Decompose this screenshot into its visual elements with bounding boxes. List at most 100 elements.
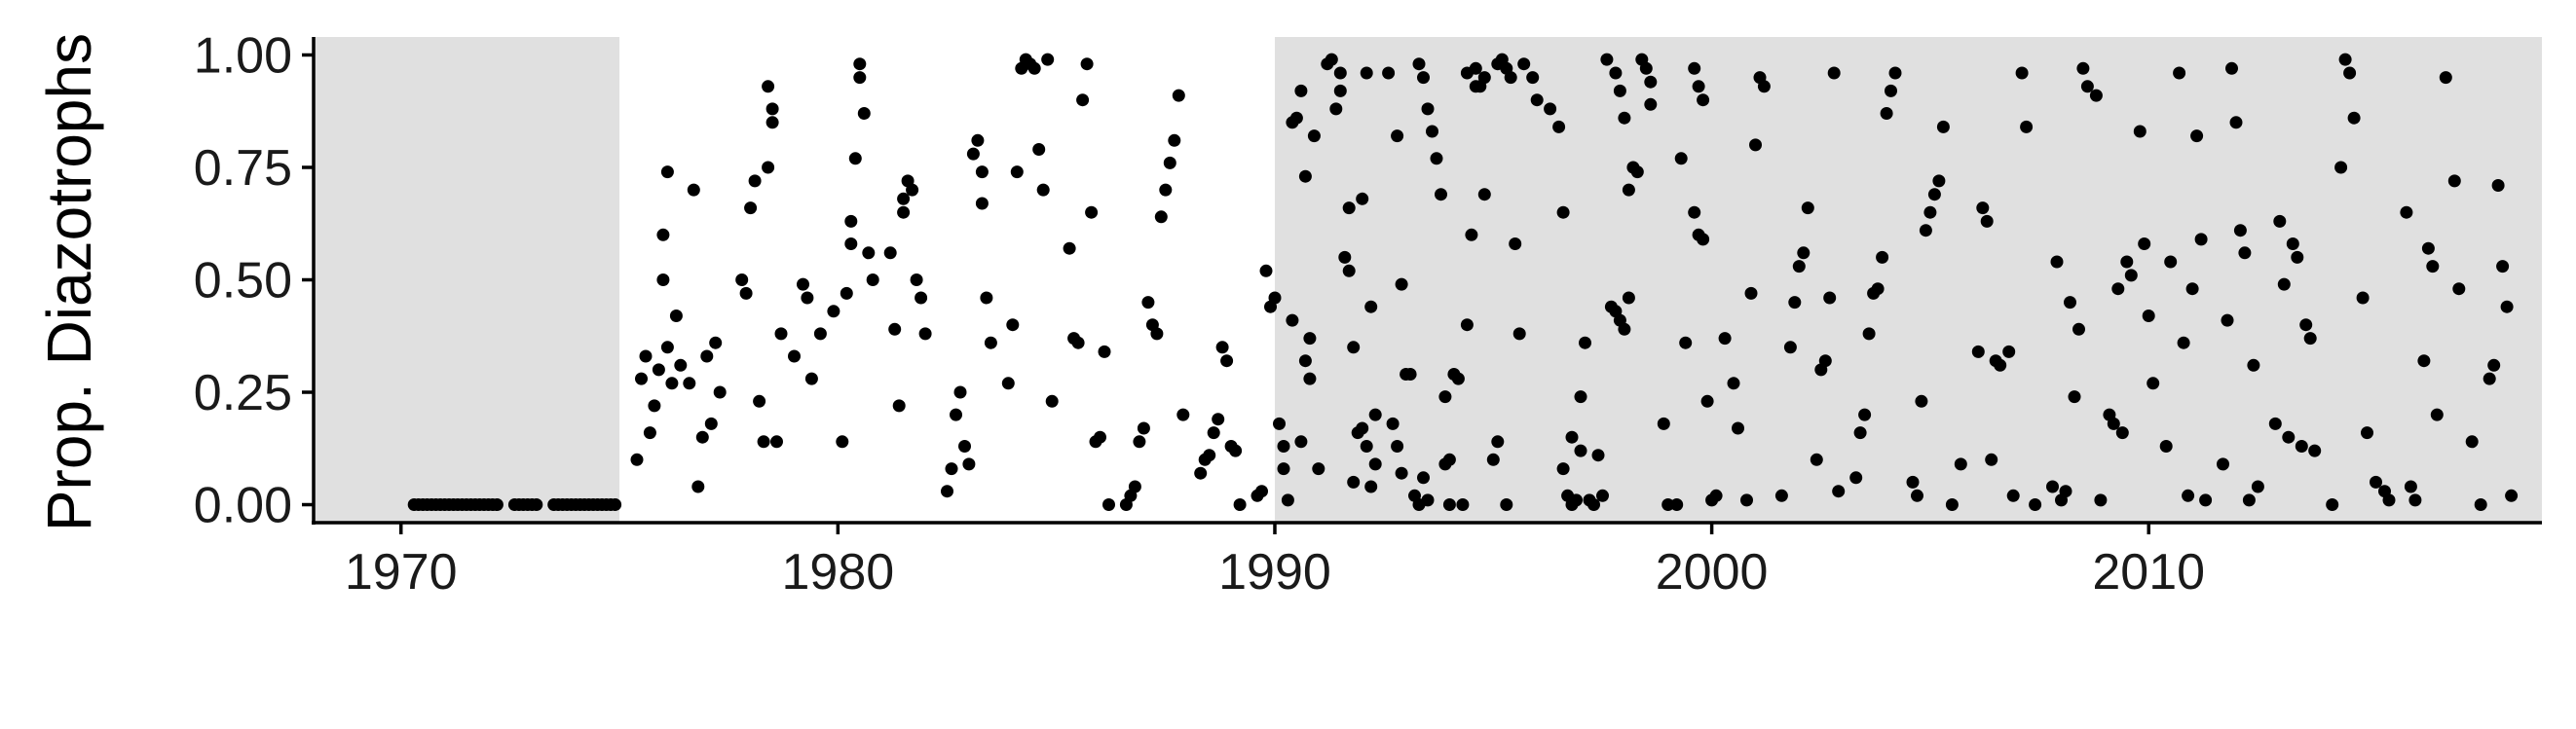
data-point [2286, 237, 2299, 250]
data-point [2299, 318, 2313, 332]
data-point [1818, 354, 1832, 368]
data-point [1364, 300, 1378, 313]
data-point [1740, 493, 1753, 507]
data-point [2251, 480, 2264, 493]
data-point [1465, 228, 1478, 241]
data-point [1364, 480, 1378, 493]
data-point [1289, 111, 1303, 125]
data-point [1718, 332, 1732, 346]
data-point [1286, 313, 1299, 327]
data-point [639, 349, 653, 363]
data-point [1168, 133, 1181, 147]
data-point [2059, 485, 2072, 498]
data-point [1395, 466, 1408, 480]
data-point [762, 161, 775, 174]
data-point [1268, 291, 1282, 305]
data-point [1936, 120, 1950, 133]
data-point [966, 147, 980, 161]
data-point [953, 385, 967, 399]
data-point [1442, 498, 1456, 511]
data-point [1853, 426, 1867, 440]
data-point [980, 291, 993, 305]
data-point [1391, 129, 1404, 143]
y-tick-label: 0.00 [194, 478, 292, 534]
data-point [1644, 97, 1658, 111]
data-point [1421, 493, 1435, 507]
data-point [1325, 53, 1338, 66]
data-point [1622, 291, 1635, 305]
data-point [1509, 237, 1522, 250]
data-point [1141, 296, 1155, 310]
data-point [2447, 174, 2461, 188]
data-point [1709, 489, 1723, 502]
data-point [1639, 61, 1653, 75]
data-point [1045, 394, 1059, 408]
data-point [2190, 129, 2204, 143]
data-point [630, 453, 644, 466]
data-point [1797, 246, 1811, 260]
data-point [635, 372, 648, 385]
data-point [669, 310, 683, 322]
data-point [1469, 80, 1482, 93]
data-point [1630, 165, 1644, 179]
data-point [1010, 165, 1024, 179]
data-point [1426, 125, 1438, 138]
x-tick-label: 1970 [345, 544, 458, 601]
data-point [1596, 489, 1609, 502]
data-point [1094, 430, 1106, 444]
data-point [1154, 210, 1168, 224]
data-point [1544, 102, 1557, 116]
data-point [700, 349, 714, 363]
data-point [1212, 413, 1225, 426]
data-point [906, 183, 919, 197]
data-point [1732, 421, 1744, 435]
data-point [1032, 143, 1046, 156]
data-point [1438, 390, 1452, 404]
data-point [2142, 310, 2155, 322]
shaded-period-1 [314, 37, 620, 523]
data-point [2072, 322, 2085, 336]
data-point [1552, 120, 1566, 133]
data-point [975, 165, 989, 179]
data-point [1163, 156, 1176, 169]
data-point [866, 273, 879, 286]
data-point [1932, 174, 1946, 188]
data-point [1911, 489, 1923, 502]
data-point [1207, 426, 1220, 440]
data-point [652, 363, 665, 377]
data-point [2115, 426, 2129, 440]
data-point [840, 286, 853, 300]
data-point [1670, 498, 1684, 511]
data-point [1333, 66, 1347, 80]
data-point [1194, 466, 1208, 480]
data-point [1137, 421, 1150, 435]
data-point [1395, 277, 1408, 291]
data-point [2496, 260, 2510, 273]
x-tick-label: 2010 [2092, 544, 2205, 601]
data-point [1347, 475, 1361, 489]
data-point [1587, 498, 1600, 511]
data-point [1347, 341, 1361, 354]
data-point [1342, 264, 1356, 277]
data-point [2107, 417, 2120, 430]
data-point [844, 237, 858, 250]
data-point [1360, 66, 1373, 80]
data-point [1500, 498, 1513, 511]
data-point [656, 228, 670, 241]
data-point [770, 435, 783, 449]
data-point [2295, 440, 2308, 453]
data-point [1570, 493, 1583, 507]
y-tick-label: 0.75 [194, 140, 292, 197]
data-point [1915, 394, 1928, 408]
shaded-periods [314, 37, 2542, 523]
data-point [1460, 66, 1474, 80]
data-point [804, 372, 818, 385]
data-point [2382, 493, 2396, 507]
data-point [2326, 498, 2339, 511]
data-point [2182, 489, 2195, 502]
data-point [1700, 394, 1714, 408]
data-point [1172, 89, 1185, 102]
data-point [1757, 80, 1771, 93]
data-point [1504, 71, 1517, 85]
data-point [1307, 129, 1321, 143]
